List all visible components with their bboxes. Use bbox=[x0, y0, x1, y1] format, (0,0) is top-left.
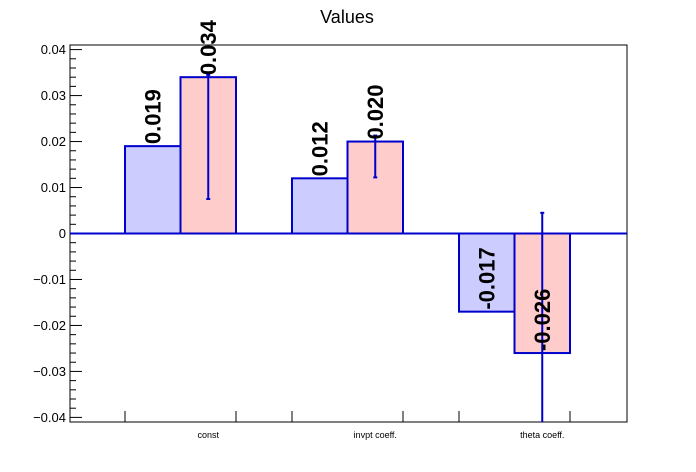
x-tick-label: invpt coeff. bbox=[354, 430, 397, 440]
x-tick-label: const bbox=[197, 430, 219, 440]
bar[interactable] bbox=[124, 145, 182, 235]
data-label: 0.020 bbox=[363, 84, 388, 139]
data-label: -0.017 bbox=[475, 247, 500, 309]
bar[interactable] bbox=[291, 177, 349, 235]
y-tick-label: −0.03 bbox=[33, 364, 66, 379]
y-tick-label: 0.02 bbox=[41, 134, 66, 149]
x-axis: const invpt coeff. theta coeff. bbox=[124, 411, 571, 440]
y-tick-label: 0.03 bbox=[41, 88, 66, 103]
data-label: -0.026 bbox=[530, 289, 555, 351]
x-tick-label: theta coeff. bbox=[520, 430, 564, 440]
y-tick-label: −0.01 bbox=[33, 272, 66, 287]
bars bbox=[124, 76, 571, 355]
y-tick-label: 0.04 bbox=[41, 42, 66, 57]
data-labels: 0.019 0.034 0.012 0.020 -0.017 -0.026 bbox=[141, 19, 556, 351]
y-tick-label: −0.02 bbox=[33, 318, 66, 333]
y-tick-label: 0.01 bbox=[41, 180, 66, 195]
error-bars bbox=[206, 73, 545, 422]
chart-title: Values bbox=[320, 7, 374, 27]
data-label: 0.012 bbox=[308, 121, 333, 176]
y-tick-label: −0.04 bbox=[33, 410, 66, 425]
data-label: 0.034 bbox=[196, 19, 221, 75]
y-tick-label: 0 bbox=[59, 226, 66, 241]
data-label: 0.019 bbox=[141, 89, 166, 144]
